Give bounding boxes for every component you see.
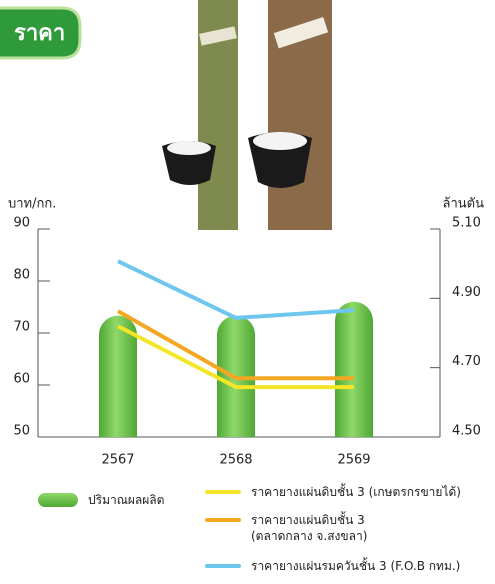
- y2-tick-label: 5.10: [452, 216, 481, 231]
- bar: [335, 301, 373, 437]
- y-axis-label: บาท/กก.: [8, 197, 56, 212]
- line: [117, 259, 355, 320]
- chart-title: ราคา: [14, 21, 65, 46]
- y-tick-label: 70: [13, 320, 30, 335]
- legend-swatch: [38, 493, 78, 507]
- legend-swatch: [205, 564, 241, 568]
- legend-label: ราคายางแผ่นดิบชั้น 3 (เกษตรกรขายได้): [251, 485, 461, 499]
- legend-label: ราคายางแผ่นรมควันชั้น 3 (F.O.B กทม.): [251, 559, 461, 573]
- y-tick-label: 90: [13, 216, 30, 231]
- decoration: [0, 0, 332, 230]
- bar: [99, 315, 137, 437]
- line: [117, 309, 354, 381]
- y2-tick-label: 4.90: [452, 285, 481, 300]
- y2-tick-label: 4.70: [452, 354, 481, 369]
- x-tick-label: 2569: [337, 453, 370, 468]
- y2-axis-label: ล้านตัน: [443, 197, 485, 212]
- line: [117, 324, 354, 390]
- legend-swatch: [205, 490, 241, 494]
- legend-label: ปริมาณผลผลิต: [88, 493, 165, 507]
- x-tick-label: 2568: [219, 453, 252, 468]
- y-tick-label: 60: [13, 372, 30, 387]
- legend-label: ราคายางแผ่นดิบชั้น 3 (ตลาดกลาง จ.สงขลา): [251, 513, 368, 543]
- legend-swatch: [205, 518, 241, 522]
- y-tick-label: 80: [13, 268, 30, 283]
- y-tick-label: 50: [13, 424, 30, 439]
- x-tick-label: 2567: [101, 453, 134, 468]
- y2-tick-label: 4.50: [452, 424, 481, 439]
